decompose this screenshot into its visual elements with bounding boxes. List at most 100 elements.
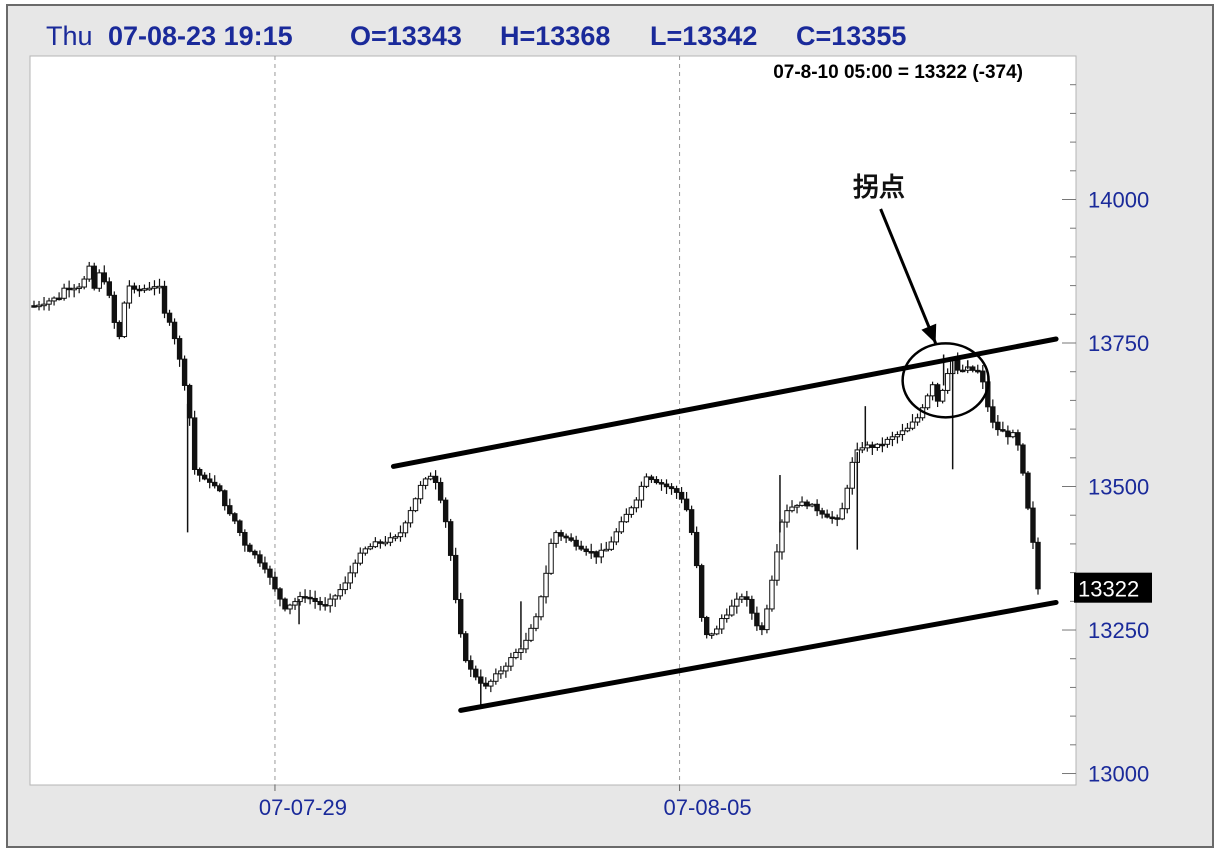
candle-body-bearish [437, 481, 444, 501]
candle-body-bearish [673, 488, 680, 493]
candle-body-bearish [975, 369, 981, 373]
candle-body-bearish [653, 479, 660, 484]
candle-body-bearish [452, 554, 459, 601]
candle-body-bearish [31, 305, 37, 308]
last-price-background [1074, 572, 1152, 603]
candle-body-bullish [944, 373, 951, 391]
candle-body-bearish [56, 297, 62, 301]
candle-body-bearish [759, 625, 765, 631]
candle-body-bullish [342, 582, 348, 591]
candle-body-bearish [483, 682, 489, 687]
candle-body-bearish [749, 598, 755, 614]
candle-body-bullish [422, 478, 429, 486]
candle-body-bearish [819, 510, 825, 515]
candle-body-bullish [523, 639, 529, 650]
trend-lines [390, 336, 1059, 713]
candle-body-bullish [402, 522, 409, 534]
plot-area[interactable] [29, 55, 1077, 786]
candle-body-bearish [322, 604, 328, 607]
candle-body-bullish [121, 302, 128, 338]
candle-body-bullish [729, 605, 735, 616]
header-open: O=13343 [350, 21, 462, 51]
candle-body-bullish [603, 548, 609, 552]
candle-body-bullish [608, 541, 614, 550]
candle-body-bullish [613, 531, 620, 543]
candle-body-bullish [719, 618, 725, 630]
y-tick-label: 13750 [1088, 331, 1149, 356]
candle-body-bullish [764, 608, 770, 631]
candle-body-bullish [899, 430, 906, 436]
candle-body-bearish [663, 483, 670, 488]
candle-body-bullish [724, 614, 730, 620]
candle-body-bearish [683, 498, 690, 511]
candle-body-bullish [904, 427, 911, 432]
candle-body-bearish [583, 548, 589, 553]
candle-body-bearish [161, 285, 168, 314]
candle-body-bearish [558, 532, 564, 537]
candle-body-bearish [166, 312, 173, 323]
candle-body-bearish [227, 505, 233, 515]
candle-body-bearish [688, 509, 695, 533]
candle-body-bearish [754, 612, 760, 627]
candle-body-bullish [387, 537, 394, 543]
candle-body-bullish [538, 596, 544, 618]
candle-body-bearish [191, 417, 198, 470]
candle-body-bullish [357, 552, 364, 564]
candle-body-bullish [914, 417, 921, 423]
candle-body-bullish [924, 395, 931, 409]
candle-body-bullish [518, 648, 524, 653]
y-axis: 13000 13250 13500 13750 14000 [1062, 84, 1149, 787]
candle-body-bearish [377, 541, 384, 544]
candle-body-bullish [859, 447, 865, 451]
candle-body-bearish [176, 338, 183, 360]
candle-body-bullish [799, 501, 805, 506]
candle-body-bullish [407, 510, 414, 524]
candle-body-bullish [618, 521, 625, 533]
x-tick-label: 07-08-05 [664, 795, 752, 820]
candle-body-bearish [247, 544, 253, 552]
candle-body-bullish [779, 521, 785, 553]
candle-body-bearish [990, 406, 996, 423]
candle-body-bearish [995, 421, 1001, 431]
candle-body-bearish [217, 485, 223, 492]
candle-body-bearish [668, 486, 675, 490]
candle-body-bearish [980, 370, 986, 383]
candle-body-bullish [86, 265, 92, 280]
candle-body-bullish [146, 287, 153, 291]
candle-body-bullish [939, 389, 946, 402]
candle-body-bearish [814, 503, 820, 512]
candle-body-bearish [186, 384, 193, 419]
candle-body-bullish [849, 461, 855, 489]
candle-body-bullish [794, 504, 800, 508]
candle-body-bullish [126, 285, 133, 304]
candle-body-bullish [46, 300, 52, 305]
candle-body-bearish [970, 366, 976, 371]
candle-body-bullish [528, 627, 534, 641]
candle-body-bearish [272, 576, 278, 590]
candle-body-bearish [1005, 430, 1011, 438]
candle-body-bullish [598, 549, 604, 558]
candle-body-bearish [242, 531, 248, 546]
candle-body-bullish [76, 286, 82, 290]
candle-body-bullish [51, 297, 57, 302]
candle-body-bullish [382, 541, 389, 545]
cursor-readout: 07-8-10 05:00 = 13322 (-374) [773, 62, 1023, 83]
candle-body-bullish [909, 421, 916, 429]
last-price-label: 13322 [1078, 577, 1139, 602]
candle-body-bullish [81, 278, 87, 288]
candle-body-bullish [874, 443, 881, 448]
candle-body-bullish [929, 384, 936, 397]
candle-body-bearish [282, 598, 288, 610]
candle-body-bearish [302, 596, 308, 599]
candle-body-bullish [774, 551, 780, 581]
annotation-arrow-shaft [879, 208, 938, 344]
candle-body-bullish [884, 438, 891, 445]
candle-body-bearish [442, 499, 449, 523]
candle-body-bearish [588, 551, 594, 554]
candle-body-bearish [136, 288, 143, 292]
date-grid [274, 56, 681, 785]
candle-body-bullish [141, 288, 148, 291]
candle-body-bullish [61, 287, 67, 299]
candle-body-bearish [703, 616, 710, 636]
price-chart[interactable]: Thu 07-08-23 19:15 O=13343 H=13368 L=133… [8, 6, 1212, 846]
